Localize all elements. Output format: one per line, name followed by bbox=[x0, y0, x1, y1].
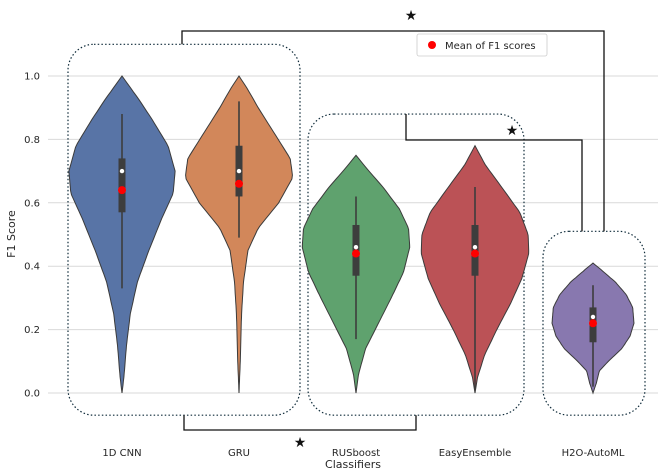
significance-star: ★ bbox=[405, 8, 418, 24]
violin-mean-marker bbox=[589, 319, 597, 328]
legend-label: Mean of F1 scores bbox=[445, 41, 536, 52]
y-tick-label: 1.0 bbox=[24, 72, 40, 83]
x-tick-label: 1D CNN bbox=[102, 448, 141, 459]
y-tick-label: 0.8 bbox=[24, 135, 40, 146]
legend-box bbox=[416, 33, 548, 57]
y-tick-label: 0.0 bbox=[24, 389, 40, 400]
violin-median bbox=[472, 244, 478, 250]
violin-iqr-box bbox=[118, 158, 126, 213]
significance-bracket bbox=[183, 415, 417, 431]
violin-median bbox=[119, 168, 125, 174]
group-box bbox=[542, 230, 646, 416]
significance-star: ★ bbox=[506, 123, 519, 139]
violin-mean-marker bbox=[471, 249, 479, 258]
x-tick-label: GRU bbox=[228, 448, 250, 459]
violin-mean-marker bbox=[235, 179, 243, 188]
violin-mean-marker bbox=[352, 249, 360, 258]
y-tick-label: 0.6 bbox=[24, 198, 40, 209]
significance-star: ★ bbox=[294, 435, 307, 451]
x-tick-label: EasyEnsemble bbox=[439, 448, 512, 459]
significance-bracket bbox=[405, 114, 583, 232]
violin-median bbox=[236, 168, 242, 174]
violin-mean-marker bbox=[118, 186, 126, 195]
significance-bracket bbox=[181, 30, 605, 232]
violin-median bbox=[590, 314, 596, 320]
legend-mean-marker bbox=[428, 41, 436, 49]
y-tick-label: 0.2 bbox=[24, 325, 40, 336]
x-tick-label: H2O-AutoML bbox=[562, 448, 625, 459]
violin-median bbox=[353, 244, 359, 250]
x-axis-label: Classifiers bbox=[325, 458, 381, 471]
x-tick-label: RUSboost bbox=[332, 448, 380, 459]
y-axis-label: F1 Score bbox=[5, 210, 18, 258]
y-tick-label: 0.4 bbox=[24, 262, 40, 273]
group-box bbox=[307, 113, 525, 416]
legend: Mean of F1 scores bbox=[416, 33, 548, 57]
